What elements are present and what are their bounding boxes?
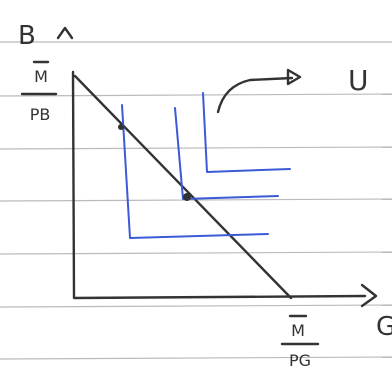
y-axis-label: B [18, 21, 36, 51]
x-intercept-denominator: PG [289, 351, 311, 370]
diagram: B M PB G U M PG [0, 0, 392, 373]
point [118, 124, 124, 130]
indifference-curve [203, 93, 290, 172]
budget-line [75, 76, 291, 298]
y-intercept-numerator: M [34, 67, 48, 86]
y-intercept-denominator: PB [30, 105, 51, 124]
x-axis-label: G [376, 312, 392, 342]
annotation: U [348, 64, 369, 97]
indifference-curve [175, 108, 278, 199]
x-intercept-numerator: M [291, 321, 305, 340]
point [183, 193, 191, 201]
y-axis-arrow [58, 28, 72, 38]
